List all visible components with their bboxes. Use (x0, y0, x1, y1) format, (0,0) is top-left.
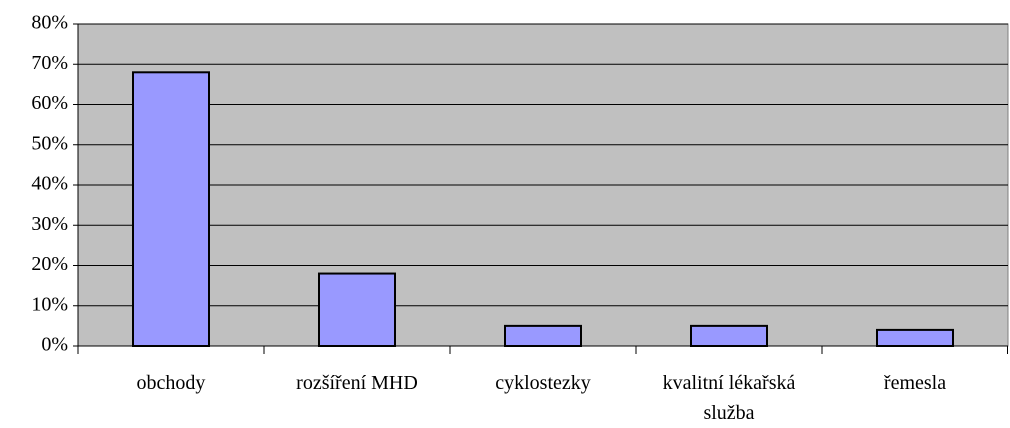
bar (876, 328, 954, 347)
y-tick-label: 30% (31, 213, 68, 235)
y-tick-label: 0% (41, 334, 68, 356)
bar (132, 71, 210, 348)
x-tick-label: cyklostezky (495, 372, 591, 394)
y-tick-label: 80% (31, 12, 68, 34)
x-tick-label: řemesla (883, 372, 947, 394)
y-tick-label: 70% (31, 52, 68, 74)
y-tick-label: 50% (31, 132, 68, 154)
x-tick-label: obchody (136, 372, 206, 394)
x-tick-label: rozšíření MHD (296, 372, 418, 394)
bar (318, 272, 396, 347)
bar (690, 324, 768, 347)
x-tick-label: kvalitní lékařská služba (662, 372, 796, 424)
bar (504, 324, 582, 347)
y-tick-label: 40% (31, 173, 68, 195)
y-tick-label: 60% (31, 92, 68, 114)
y-tick-label: 20% (31, 253, 68, 275)
y-tick-label: 10% (31, 293, 68, 315)
